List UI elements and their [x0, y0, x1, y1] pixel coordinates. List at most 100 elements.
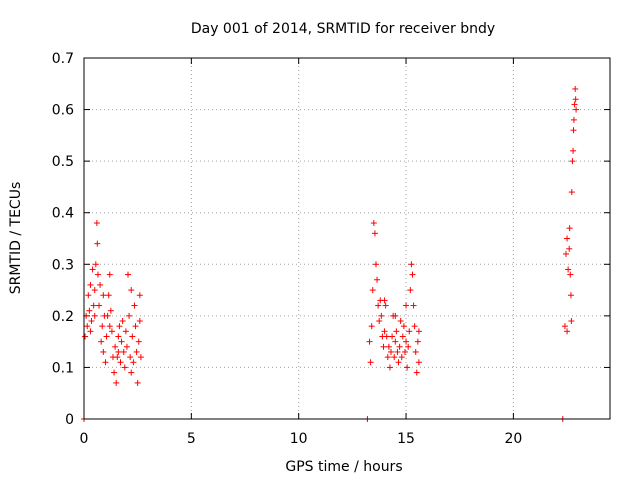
y-tick-label: 0: [65, 412, 74, 428]
data-point: [99, 323, 106, 330]
data-point: [123, 343, 130, 350]
data-point: [118, 338, 125, 345]
data-point: [380, 343, 387, 350]
data-point: [571, 101, 578, 108]
data-point: [91, 312, 98, 319]
data-point: [90, 302, 97, 309]
data-point: [396, 343, 403, 350]
data-point: [570, 116, 577, 123]
data-point: [572, 96, 579, 103]
data-point: [573, 106, 580, 113]
data-point: [115, 333, 122, 340]
data-point: [128, 369, 135, 376]
data-point: [370, 220, 377, 227]
x-tick-label: 0: [80, 431, 89, 447]
data-point: [414, 338, 421, 345]
data-point: [406, 328, 413, 335]
data-point: [106, 271, 113, 278]
data-point: [89, 266, 96, 273]
x-axis-label: GPS time / hours: [285, 459, 402, 475]
data-point: [569, 158, 576, 165]
data-point: [128, 287, 135, 294]
data-point: [115, 348, 122, 355]
data-point: [384, 354, 391, 361]
data-point: [391, 354, 398, 361]
data-point: [368, 323, 375, 330]
data-point: [565, 266, 572, 273]
data-point: [374, 276, 381, 283]
y-tick-label: 0.2: [52, 309, 74, 325]
y-tick-label: 0.3: [52, 257, 74, 273]
data-point: [87, 328, 94, 335]
data-point: [100, 292, 107, 299]
data-point: [388, 348, 395, 355]
data-point: [82, 333, 89, 340]
data-point: [404, 364, 411, 371]
data-point: [86, 307, 93, 314]
data-point: [102, 359, 109, 366]
data-point: [566, 225, 573, 232]
data-point: [103, 333, 110, 340]
data-point: [572, 85, 579, 92]
y-tick-label: 0.7: [52, 51, 74, 67]
data-points: [81, 85, 580, 422]
y-tick-label: 0.4: [52, 206, 74, 222]
data-point: [131, 302, 138, 309]
data-point: [412, 348, 419, 355]
data-point: [111, 369, 118, 376]
data-point: [378, 312, 385, 319]
data-point: [137, 354, 144, 361]
data-point: [106, 323, 113, 330]
data-point: [386, 364, 393, 371]
data-point: [385, 343, 392, 350]
chart-title: Day 001 of 2014, SRMTID for receiver bnd…: [191, 21, 495, 37]
data-point: [381, 297, 388, 304]
data-point: [570, 127, 577, 134]
data-point: [114, 354, 121, 361]
data-point: [132, 323, 139, 330]
data-point: [366, 338, 373, 345]
data-point: [568, 189, 575, 196]
y-tick-label: 0.5: [52, 154, 74, 170]
x-tick-label: 10: [290, 431, 308, 447]
data-point: [121, 364, 128, 371]
data-point: [94, 271, 101, 278]
data-point: [401, 348, 408, 355]
y-axis-label: SRMTID / TECUs: [8, 182, 24, 295]
data-point: [562, 250, 569, 257]
data-point: [113, 379, 120, 386]
data-point: [415, 359, 422, 366]
data-point: [394, 348, 401, 355]
data-point: [125, 271, 132, 278]
data-point: [405, 343, 412, 350]
data-point: [371, 230, 378, 237]
data-point: [393, 328, 400, 335]
data-point: [85, 292, 92, 299]
data-point: [117, 359, 124, 366]
data-point: [566, 245, 573, 252]
data-point: [93, 220, 100, 227]
data-point: [564, 328, 571, 335]
data-point: [395, 359, 402, 366]
data-point: [122, 328, 129, 335]
data-point: [84, 323, 91, 330]
data-point: [97, 281, 104, 288]
data-point: [408, 261, 415, 268]
data-point: [568, 318, 575, 325]
data-point: [372, 261, 379, 268]
data-point: [397, 318, 404, 325]
data-point: [133, 348, 140, 355]
data-point: [129, 333, 136, 340]
data-point: [94, 240, 101, 247]
data-point: [398, 354, 405, 361]
data-point: [407, 287, 414, 294]
data-point: [383, 333, 390, 340]
data-point: [570, 147, 577, 154]
data-point: [88, 318, 95, 325]
data-point: [136, 292, 143, 299]
data-point: [108, 328, 115, 335]
data-point: [413, 369, 420, 376]
data-point: [415, 328, 422, 335]
data-point: [119, 318, 126, 325]
